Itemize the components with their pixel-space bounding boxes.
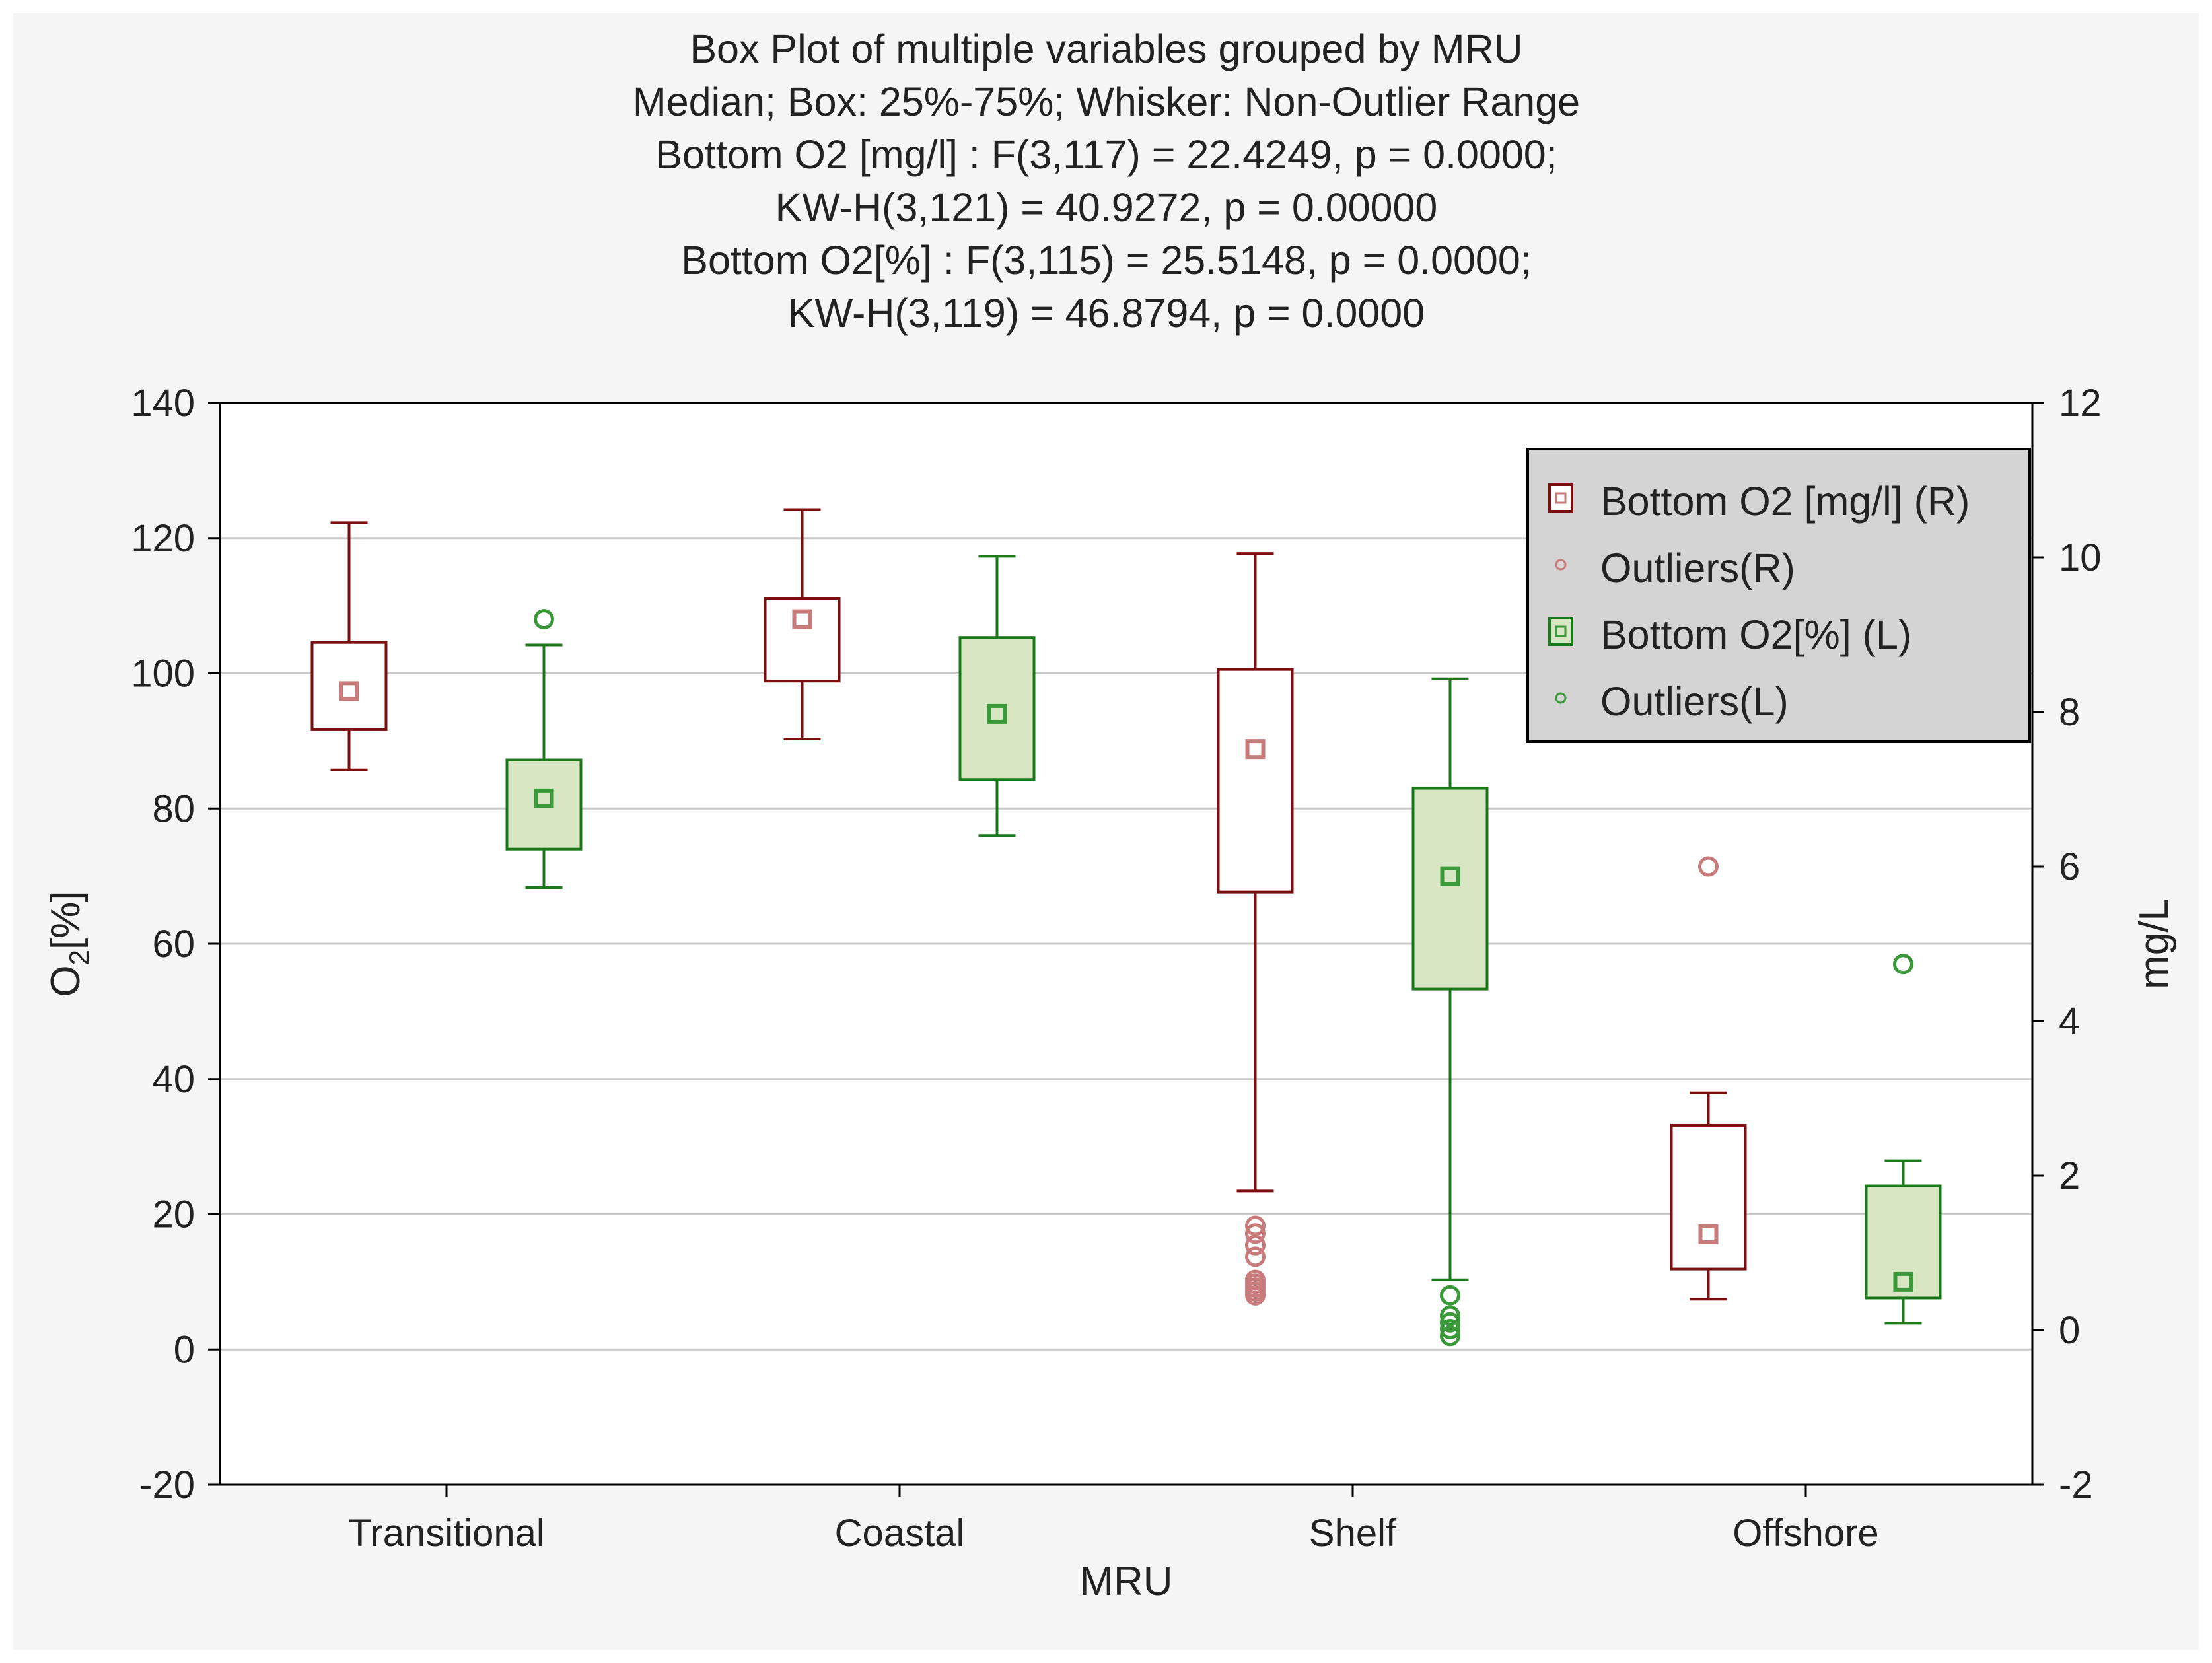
left-tick-label: 60 [152,923,195,966]
y-axis-label-left-suffix: [%] [43,890,89,950]
right-y-axis: -2 0 2 4 6 8 10 12 [2032,382,2102,1506]
right-tick-label: 4 [2059,1000,2080,1043]
legend-label: Bottom O2 [mg/l] (R) [1600,479,1970,524]
box-series [310,508,1942,1347]
legend-box-swatch [1548,617,1573,646]
box-iqr [505,758,583,851]
left-tick-label: 0 [174,1328,195,1371]
box-iqr [958,636,1036,781]
legend: Bottom O2 [mg/l] (R) Outliers(R) Bottom O2… [1526,448,2031,743]
x-tick-label: Transitional [348,1512,545,1555]
median-marker [792,609,812,629]
y-axis-label-left: O2[%] [43,890,94,997]
right-tick-label: 8 [2059,691,2080,734]
legend-label: Bottom O2[%] (L) [1600,612,1911,657]
median-marker [1440,866,1460,886]
y-axis-label-left-main: O [43,965,89,997]
legend-outlier-swatch [1555,692,1567,704]
legend-median-swatch [1555,492,1567,504]
left-tick-label: 120 [131,517,195,560]
left-tick-label: 100 [131,653,195,695]
right-tick-label: 10 [2059,536,2102,579]
outlier-point [1439,1312,1460,1333]
median-marker [987,703,1007,724]
box-iqr [1865,1184,1942,1300]
x-tick-label: Shelf [1309,1512,1397,1555]
box-plot-chart: Box Plot of multiple variables grouped b… [43,26,2177,1604]
title-line: KW-H(3,119) = 46.8794, p = 0.0000 [788,291,1425,336]
left-tick-label: 40 [152,1058,195,1101]
box-iqr [1670,1123,1747,1271]
outlier-point [1245,1215,1266,1236]
x-tick-label: Offshore [1732,1512,1878,1555]
right-tick-label: 2 [2059,1154,2080,1197]
y-axis-label-right: mg/L [2131,898,2177,989]
left-tick-label: 140 [131,382,195,425]
chart-title: Box Plot of multiple variables grouped b… [633,26,1580,336]
legend-label: Outliers(R) [1600,546,1795,590]
right-tick-label: 0 [2059,1309,2080,1352]
legend-label: Outliers(L) [1600,679,1789,724]
left-tick-label: 20 [152,1193,195,1236]
x-axis-label: MRU [1079,1559,1172,1604]
right-tick-label: 6 [2059,845,2080,888]
title-line: Bottom O2[%] : F(3,115) = 25.5148, p = 0… [681,238,1531,283]
x-axis: Transitional Coastal Shelf Offshore [348,1485,1879,1555]
box-iqr [310,641,388,731]
title-line: Median; Box: 25%-75%; Whisker: Non-Outli… [633,79,1580,124]
left-y-axis: -20 0 20 40 60 80 100 120 140 [131,382,220,1506]
outlier-point [1439,1285,1460,1306]
outlier-point [1892,954,1913,975]
x-tick-label: Coastal [835,1512,965,1555]
right-tick-label: 12 [2059,382,2102,425]
median-marker [1893,1271,1913,1292]
outlier-point [1245,1234,1266,1256]
outlier-point [533,609,554,630]
outlier-point [1439,1305,1460,1326]
median-marker [1245,739,1266,760]
left-tick-label: 80 [152,787,195,830]
outlier-point [1245,1223,1266,1244]
title-line: KW-H(3,121) = 40.9272, p = 0.00000 [775,185,1438,230]
box-iqr [1217,668,1294,894]
right-tick-label: -2 [2059,1464,2093,1506]
outlier-point [1698,856,1719,877]
title-line: Box Plot of multiple variables grouped b… [690,26,1522,71]
box-iqr [1411,787,1489,991]
left-tick-label: -20 [139,1464,195,1506]
legend-outlier-swatch [1555,559,1567,571]
median-marker [1698,1224,1719,1244]
outlier-point [1439,1326,1460,1347]
title-line: Bottom O2 [mg/l] : F(3,117) = 22.4249, p… [655,132,1557,177]
outlier-point [1439,1319,1460,1340]
legend-box-swatch [1548,483,1573,513]
legend-median-swatch [1555,625,1567,637]
outlier-point [1245,1246,1266,1267]
chart-frame: Box Plot of multiple variables grouped b… [13,13,2199,1650]
y-axis-label-left-subscript: 2 [63,950,94,965]
outlier-point [1245,1269,1266,1291]
median-marker [534,788,554,808]
median-marker [339,681,359,701]
legend-box [1526,448,2031,743]
